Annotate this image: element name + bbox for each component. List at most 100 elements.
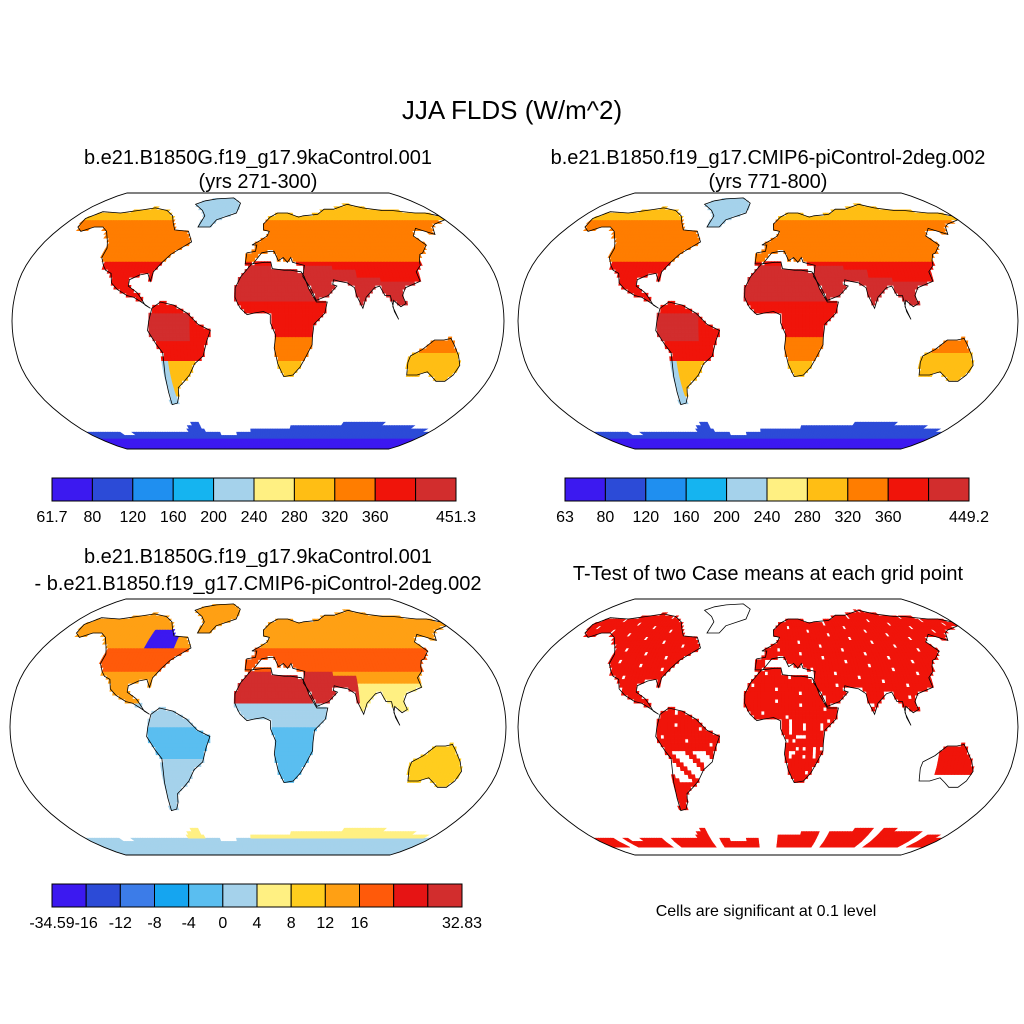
grid-cell: [684, 308, 689, 314]
grid-cell: [777, 284, 782, 290]
grid-cell: [805, 284, 810, 290]
grid-cell: [182, 336, 188, 342]
grid-cell: [315, 308, 320, 314]
grid-cell: [687, 324, 693, 330]
grid-cell: [155, 316, 160, 322]
grid-cell: [778, 304, 783, 310]
grid-cell: [663, 332, 669, 338]
grid-cell: [677, 328, 682, 334]
grid-cell: [691, 324, 696, 330]
grid-cell: [812, 336, 817, 342]
grid-cell: [781, 277, 786, 282]
grid-cell: [784, 277, 789, 282]
grid-cell: [750, 300, 755, 306]
grid-cell: [663, 320, 668, 326]
grid-cell: [801, 348, 806, 354]
grid-cell: [318, 292, 323, 298]
main-title: JJA FLDS (W/m^2): [402, 95, 622, 125]
grid-cell: [294, 356, 299, 361]
grid-cell: [815, 344, 820, 350]
grid-cell: [656, 328, 661, 334]
grid-cell: [798, 296, 803, 302]
grid-cell: [760, 292, 765, 298]
grid-cell: [247, 300, 252, 306]
grid-cell: [757, 288, 762, 294]
grid-cell: [801, 356, 806, 361]
grid-cell: [193, 344, 198, 350]
grid-cell: [778, 296, 783, 302]
grid-cell: [182, 328, 187, 334]
grid-cell: [274, 308, 279, 314]
colorbar-tick-label: 451.3: [436, 509, 476, 526]
grid-cell: [182, 316, 187, 322]
grid-cell: [155, 308, 160, 314]
grid-cell: [757, 292, 762, 298]
grid-cell: [264, 304, 269, 310]
grid-cell: [254, 253, 259, 258]
grid-cell: [284, 352, 289, 358]
grid-cell: [674, 328, 679, 334]
grid-cell: [701, 332, 707, 338]
grid-cell: [278, 332, 283, 338]
colorbar-tick-label: 240: [241, 509, 268, 526]
grid-cell: [791, 356, 796, 361]
colorbar-swatch: [293, 477, 336, 502]
grid-cell: [787, 277, 792, 282]
grid-cell: [684, 332, 689, 338]
grid-cell: [798, 281, 803, 286]
grid-cell: [186, 340, 191, 346]
grid-cell: [785, 308, 790, 314]
grid-cell: [681, 328, 686, 334]
grid-cell: [287, 348, 293, 354]
grid-cell: [660, 312, 665, 318]
grid-cell: [267, 296, 272, 302]
grid-cell: [829, 288, 834, 294]
grid-cell: [281, 348, 286, 354]
grid-cell: [812, 288, 817, 294]
grid-cell: [678, 340, 683, 346]
grid-cell: [816, 304, 821, 310]
grid-cell: [175, 312, 180, 318]
grid-cell: [791, 352, 796, 358]
grid-cell: [791, 344, 796, 350]
grid-cell: [158, 332, 164, 338]
grid-cell: [801, 364, 806, 369]
grid-cell: [310, 281, 316, 286]
grid-cell: [255, 438, 259, 442]
grid-cell: [240, 288, 245, 294]
panel-case1-title-line2: (yrs 271-300): [199, 171, 318, 193]
grid-cell: [812, 300, 817, 306]
grid-cell: [271, 304, 276, 310]
grid-cell: [281, 292, 286, 298]
grid-cell: [767, 265, 772, 270]
grid-cell: [274, 292, 279, 298]
grid-cell: [808, 281, 813, 286]
grid-cell: [698, 336, 703, 342]
grid-cell: [812, 340, 817, 346]
grid-cell: [771, 273, 776, 278]
grid-cell: [819, 312, 824, 318]
grid-cell: [165, 304, 170, 310]
grid-cell: [281, 352, 286, 358]
grid-cell: [677, 324, 682, 330]
grid-cell: [308, 300, 313, 306]
grid-cell: [774, 304, 779, 310]
panel-case2: b.e21.B1850.f19_g17.CMIP6-piControl-2deg…: [517, 147, 1019, 526]
grid-cell: [281, 284, 286, 290]
grid-cell: [254, 300, 259, 306]
grid-cell: [308, 296, 313, 302]
grid-cell: [819, 328, 824, 334]
grid-cell: [798, 288, 803, 294]
grid-cell: [764, 304, 769, 310]
grid-cell: [247, 288, 252, 294]
grid-cell: [805, 308, 810, 314]
grid-cell: [270, 277, 275, 282]
grid-cell: [784, 281, 789, 286]
grid-cell: [302, 324, 307, 330]
panel-case2-title-line2: (yrs 771-800): [709, 171, 828, 193]
grid-cell: [788, 284, 793, 290]
grid-cell: [263, 237, 268, 243]
grid-cell: [826, 308, 831, 314]
grid-cell: [816, 312, 821, 318]
grid-cell: [795, 340, 800, 346]
